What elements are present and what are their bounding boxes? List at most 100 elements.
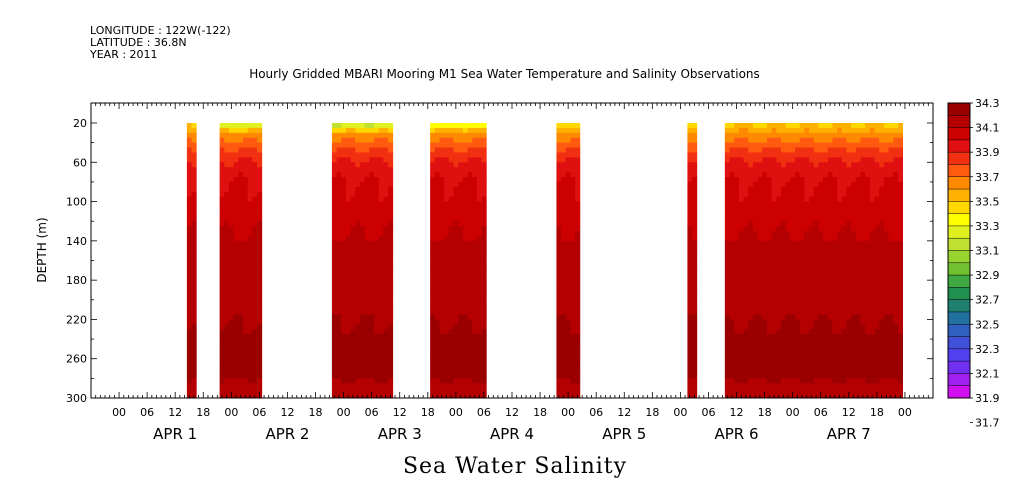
- heatmap-cell: [467, 265, 473, 271]
- heatmap-cell: [780, 285, 787, 291]
- heatmap-cell: [729, 245, 735, 252]
- heatmap-cell: [874, 123, 880, 129]
- heatmap-cell: [752, 255, 758, 261]
- heatmap-cell: [467, 132, 473, 139]
- heatmap-cell: [837, 353, 843, 360]
- heatmap-cell: [846, 157, 852, 163]
- heatmap-cell: [729, 157, 735, 163]
- heatmap-cell: [444, 157, 450, 163]
- heatmap-cell: [762, 299, 768, 306]
- heatmap-cell: [341, 152, 347, 158]
- heatmap-cell: [444, 319, 450, 325]
- heatmap-cell: [448, 191, 454, 198]
- heatmap-cell: [453, 378, 459, 384]
- heatmap-cell: [186, 329, 192, 335]
- heatmap-cell: [481, 240, 487, 247]
- heatmap-cell: [743, 132, 749, 139]
- heatmap-cell: [687, 157, 693, 163]
- heatmap-cell: [879, 152, 885, 158]
- heatmap-cell: [799, 343, 805, 350]
- heatmap-cell: [687, 388, 693, 394]
- heatmap-cell: [851, 280, 857, 286]
- heatmap-cell: [823, 275, 829, 281]
- heatmap-cell: [359, 363, 366, 369]
- heatmap-cell: [883, 191, 889, 198]
- heatmap-cell: [359, 388, 366, 394]
- heatmap-cell: [570, 368, 576, 374]
- heatmap-cell: [191, 334, 197, 340]
- heatmap-cell: [860, 265, 866, 271]
- heatmap-cell: [841, 339, 847, 345]
- heatmap-cell: [257, 334, 263, 340]
- heatmap-cell: [809, 137, 815, 144]
- heatmap-cell: [855, 260, 861, 266]
- heatmap-cell: [243, 226, 249, 232]
- heatmap-cell: [692, 358, 698, 365]
- heatmap-cell: [734, 132, 740, 139]
- heatmap-cell: [331, 373, 337, 379]
- heatmap-cell: [687, 147, 693, 153]
- heatmap-cell: [823, 388, 829, 394]
- heatmap-cell: [359, 275, 366, 281]
- heatmap-cell: [738, 123, 744, 129]
- heatmap-cell: [729, 147, 735, 153]
- heatmap-cell: [743, 334, 749, 340]
- heatmap-cell: [724, 231, 730, 237]
- heatmap-cell: [374, 363, 380, 369]
- heatmap-cell: [369, 368, 375, 374]
- heatmap-cell: [855, 196, 861, 202]
- heatmap-cell: [832, 309, 838, 315]
- heatmap-cell: [252, 299, 258, 306]
- heatmap-cell: [823, 221, 829, 227]
- heatmap-cell: [813, 123, 819, 129]
- heatmap-cell: [472, 388, 478, 394]
- heatmap-cell: [472, 378, 478, 384]
- heatmap-cell: [752, 167, 758, 173]
- heatmap-cell: [434, 348, 440, 355]
- heatmap-cell: [364, 265, 370, 271]
- heatmap-cell: [476, 343, 482, 350]
- heatmap-cell: [224, 255, 230, 261]
- heatmap-cell: [757, 167, 763, 173]
- heatmap-cell: [780, 314, 787, 320]
- heatmap-cell: [687, 123, 693, 129]
- heatmap-cell: [462, 123, 468, 129]
- heatmap-cell: [444, 339, 450, 345]
- heatmap-cell: [823, 147, 829, 153]
- heatmap-cell: [556, 172, 562, 178]
- heatmap-cell: [561, 343, 567, 350]
- heatmap-cell: [359, 304, 366, 311]
- heatmap-cell: [233, 324, 239, 330]
- heatmap-cell: [879, 226, 885, 232]
- heatmap-cell: [874, 353, 880, 360]
- heatmap-cell: [186, 231, 192, 237]
- x-tick-label: 12: [842, 406, 856, 419]
- heatmap-cell: [776, 319, 782, 325]
- heatmap-cell: [851, 177, 857, 183]
- heatmap-cell: [341, 265, 347, 271]
- heatmap-cell: [341, 123, 347, 129]
- heatmap-cell: [186, 226, 192, 232]
- heatmap-cell: [458, 324, 464, 330]
- heatmap-cell: [228, 191, 235, 198]
- heatmap-cell: [359, 319, 366, 325]
- heatmap-cell: [355, 304, 361, 311]
- heatmap-cell: [743, 152, 749, 158]
- heatmap-cell: [724, 294, 730, 301]
- heatmap-cell: [809, 132, 815, 139]
- heatmap-cell: [897, 221, 903, 227]
- heatmap-cell: [439, 123, 445, 129]
- heatmap-cell: [336, 206, 342, 212]
- heatmap-cell: [734, 260, 740, 266]
- heatmap-cell: [799, 231, 805, 237]
- heatmap-cell: [331, 157, 337, 163]
- heatmap-cell: [224, 388, 230, 394]
- heatmap-cell: [565, 147, 571, 153]
- heatmap-cell: [430, 201, 436, 207]
- heatmap-cell: [224, 216, 230, 222]
- heatmap-cell: [458, 368, 464, 374]
- heatmap-cell: [430, 211, 436, 217]
- heatmap-cell: [809, 304, 815, 311]
- heatmap-cell: [851, 240, 857, 247]
- heatmap-cell: [355, 221, 361, 227]
